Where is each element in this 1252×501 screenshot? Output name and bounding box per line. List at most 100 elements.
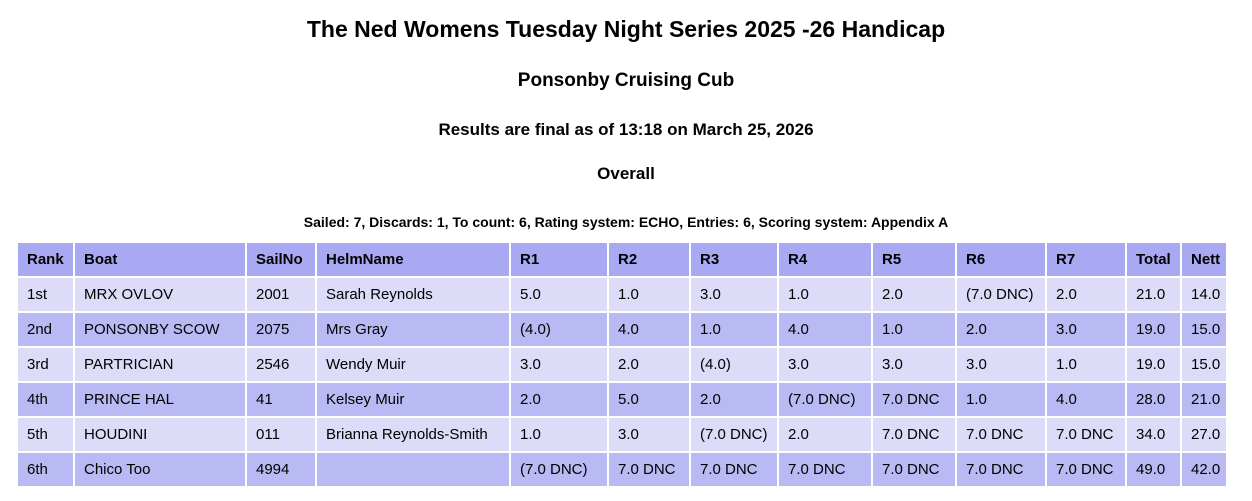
table-cell: 3.0: [609, 418, 689, 451]
table-cell: (4.0): [511, 313, 607, 346]
table-row: 4th PRINCE HAL 41 Kelsey Muir 2.0 5.0 2.0 (7.0 …: [18, 383, 1226, 416]
table-cell: 7.0 DNC: [957, 453, 1045, 486]
table-cell: 2.0: [957, 313, 1045, 346]
table-cell: 011: [247, 418, 315, 451]
column-header-r7: R7: [1047, 243, 1125, 276]
table-row: 5th HOUDINI 011 Brianna Reynolds-Smith 1.0 3.…: [18, 418, 1226, 451]
table-cell: 1.0: [779, 278, 871, 311]
table-cell: Sarah Reynolds: [317, 278, 509, 311]
table-cell: 1.0: [609, 278, 689, 311]
table-cell: 3rd: [18, 348, 73, 381]
table-cell: 21.0: [1182, 383, 1226, 416]
table-cell: 6th: [18, 453, 73, 486]
table-cell: 2546: [247, 348, 315, 381]
series-summary-line: Sailed: 7, Discards: 1, To count: 6, Rat…: [303, 214, 949, 230]
table-cell: 2001: [247, 278, 315, 311]
table-cell: 15.0: [1182, 313, 1226, 346]
table-cell: 4994: [247, 453, 315, 486]
column-header-r3: R3: [691, 243, 777, 276]
column-header-r6: R6: [957, 243, 1045, 276]
table-cell: 5th: [18, 418, 73, 451]
table-cell: 7.0 DNC: [691, 453, 777, 486]
table-cell: 42.0: [1182, 453, 1226, 486]
table-cell: [317, 453, 509, 486]
table-cell: 2.0: [511, 383, 607, 416]
column-header-nett: Nett: [1182, 243, 1226, 276]
table-cell: 19.0: [1127, 313, 1180, 346]
table-cell: 4.0: [1047, 383, 1125, 416]
column-header-boat: Boat: [75, 243, 245, 276]
table-cell: 7.0 DNC: [873, 418, 955, 451]
table-cell: (7.0 DNC): [957, 278, 1045, 311]
table-cell: Wendy Muir: [317, 348, 509, 381]
table-cell: 7.0 DNC: [873, 453, 955, 486]
table-cell: 1.0: [511, 418, 607, 451]
table-cell: 7.0 DNC: [1047, 453, 1125, 486]
table-cell: Brianna Reynolds-Smith: [317, 418, 509, 451]
table-cell: 1.0: [691, 313, 777, 346]
column-header-rank: Rank: [18, 243, 73, 276]
table-cell: 28.0: [1127, 383, 1180, 416]
table-cell: HOUDINI: [75, 418, 245, 451]
column-header-total: Total: [1127, 243, 1180, 276]
table-cell: 1.0: [873, 313, 955, 346]
table-cell: 21.0: [1127, 278, 1180, 311]
table-cell: 3.0: [779, 348, 871, 381]
column-header-r5: R5: [873, 243, 955, 276]
column-header-r4: R4: [779, 243, 871, 276]
results-table: Rank Boat SailNo HelmName R1 R2 R3 R4 R5 R6 R7 Tota…: [16, 241, 1228, 488]
table-cell: Mrs Gray: [317, 313, 509, 346]
table-cell: 5.0: [609, 383, 689, 416]
column-header-r1: R1: [511, 243, 607, 276]
table-cell: 7.0 DNC: [1047, 418, 1125, 451]
table-cell: 4.0: [779, 313, 871, 346]
table-cell: 7.0 DNC: [957, 418, 1045, 451]
table-cell: 2.0: [779, 418, 871, 451]
column-header-sailno: SailNo: [247, 243, 315, 276]
table-cell: 14.0: [1182, 278, 1226, 311]
table-cell: 3.0: [511, 348, 607, 381]
table-cell: 19.0: [1127, 348, 1180, 381]
table-row: 2nd PONSONBY SCOW 2075 Mrs Gray (4.0) 4.0 1.0 4…: [18, 313, 1226, 346]
table-cell: 7.0 DNC: [779, 453, 871, 486]
table-row: 6th Chico Too 4994 (7.0 DNC) 7.0 DNC 7.0 DNC 7…: [18, 453, 1226, 486]
table-cell: 5.0: [511, 278, 607, 311]
table-cell: 15.0: [1182, 348, 1226, 381]
table-cell: 34.0: [1127, 418, 1180, 451]
table-cell: (7.0 DNC): [779, 383, 871, 416]
table-cell: MRX OVLOV: [75, 278, 245, 311]
table-cell: 1.0: [957, 383, 1045, 416]
table-cell: 3.0: [691, 278, 777, 311]
table-cell: PONSONBY SCOW: [75, 313, 245, 346]
table-cell: PRINCE HAL: [75, 383, 245, 416]
table-cell: 2.0: [873, 278, 955, 311]
table-cell: (7.0 DNC): [691, 418, 777, 451]
table-cell: 1.0: [1047, 348, 1125, 381]
table-cell: 4th: [18, 383, 73, 416]
table-header-row: Rank Boat SailNo HelmName R1 R2 R3 R4 R5 R6 R7 Tota…: [18, 243, 1226, 276]
table-cell: 3.0: [1047, 313, 1125, 346]
table-cell: 3.0: [873, 348, 955, 381]
table-cell: 2.0: [609, 348, 689, 381]
table-cell: 1st: [18, 278, 73, 311]
results-status-line: Results are final as of 13:18 on March 2…: [438, 120, 814, 139]
table-cell: PARTRICIAN: [75, 348, 245, 381]
table-cell: 41: [247, 383, 315, 416]
table-cell: Chico Too: [75, 453, 245, 486]
table-cell: 2.0: [691, 383, 777, 416]
table-cell: 7.0 DNC: [873, 383, 955, 416]
table-cell: 2nd: [18, 313, 73, 346]
series-title: The Ned Womens Tuesday Night Series 2025…: [306, 16, 946, 42]
section-heading: Overall: [597, 164, 655, 183]
table-cell: 2.0: [1047, 278, 1125, 311]
table-cell: 49.0: [1127, 453, 1180, 486]
table-cell: 4.0: [609, 313, 689, 346]
club-name: Ponsonby Cruising Cub: [517, 70, 735, 91]
table-cell: 7.0 DNC: [609, 453, 689, 486]
column-header-r2: R2: [609, 243, 689, 276]
table-row: 1st MRX OVLOV 2001 Sarah Reynolds 5.0 1.0 3.0 1…: [18, 278, 1226, 311]
table-cell: 3.0: [957, 348, 1045, 381]
table-row: 3rd PARTRICIAN 2546 Wendy Muir 3.0 2.0 (4.0) 3.…: [18, 348, 1226, 381]
column-header-helmname: HelmName: [317, 243, 509, 276]
